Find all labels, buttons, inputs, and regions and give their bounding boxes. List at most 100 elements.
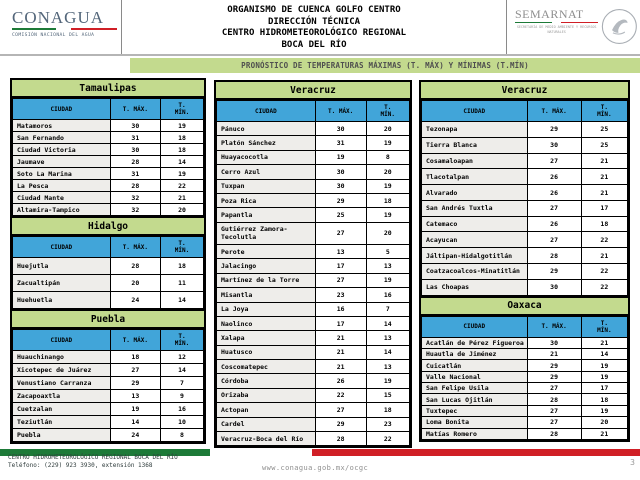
tmax-cell: 30	[526, 278, 582, 296]
temperature-table: CIUDAD T. MÁX. T. MÍN. Huejutla 28 18 Zacualti…	[12, 236, 205, 309]
city-cell: San Felipe Usila	[421, 382, 528, 395]
tmin-cell: 20	[365, 120, 411, 137]
tmin-cell: 21	[580, 168, 629, 186]
city-cell: Las Choapas	[421, 278, 528, 296]
city-cell: Soto La Marina	[12, 167, 111, 180]
tmin-cell: 16	[159, 402, 205, 416]
column-header: T. MÍN.	[365, 100, 411, 122]
city-cell: Acatlán de Pérez Figueroa	[421, 336, 528, 349]
tmin-cell: 13	[365, 358, 411, 375]
table-row: Cerro Azul 30 20	[216, 164, 411, 180]
org-title-block: ORGANISMO DE CUENCA GOLFO CENTRO DIRECCI…	[122, 0, 506, 54]
temperature-table: CIUDAD T. MÁX. T. MÍN. Acatlán de Pérez Fig…	[421, 315, 629, 440]
city-cell: Venustiano Carranza	[12, 376, 111, 390]
tmin-cell: 22	[365, 430, 411, 447]
city-cell: Papantla	[216, 207, 316, 223]
tmin-cell: 18	[365, 402, 411, 418]
table-row: Cardel 29 23	[216, 416, 411, 432]
column-header: T. MÍN.	[580, 315, 629, 338]
tmax-cell: 26	[526, 168, 582, 186]
conagua-flag-underline	[12, 28, 117, 30]
tmax-cell: 29	[526, 121, 582, 138]
temperature-table: CIUDAD T. MÁX. T. MÍN. Matamoros 30 19 San Fer…	[12, 98, 205, 216]
flag-red-segment	[560, 22, 599, 23]
table-row: Platón Sánchez 31 19	[216, 135, 411, 151]
tmin-cell: 14	[159, 363, 205, 377]
tmin-cell: 19	[580, 359, 629, 372]
footer-green-stripe	[0, 449, 210, 456]
tmax-cell: 24	[109, 428, 161, 442]
org-line-3: CENTRO HIDROMETEOROLÓGICO REGIONAL	[221, 28, 407, 38]
city-cell: Platón Sánchez	[216, 135, 316, 151]
page-number: 3	[630, 458, 635, 467]
column-header: CIUDAD	[12, 236, 111, 258]
page-header: CONAGUA COMISIÓN NACIONAL DEL AGUA ORGAN…	[0, 0, 640, 54]
tmin-cell: 19	[365, 135, 411, 151]
state-header: Oaxaca	[421, 297, 628, 316]
table-row: Huatusco 21 14	[216, 344, 411, 361]
column-header-row: CIUDAD T. MÁX. T. MÍN.	[216, 100, 411, 122]
tmin-cell: 5	[365, 243, 411, 260]
tables-column-right: Veracruz CIUDAD T. MÁX. T. MÍN. Tezonapa 29 25…	[419, 80, 630, 442]
tmin-cell: 13	[365, 330, 411, 346]
state-header: Veracruz	[421, 82, 628, 100]
tmax-cell: 28	[109, 257, 161, 275]
flag-white-segment	[56, 28, 71, 30]
table-row: Tierra Blanca 30 25	[421, 136, 629, 154]
forecast-banner: PRONÓSTICO DE TEMPERATURAS MÁXIMAS (T. M…	[130, 58, 640, 73]
tmax-cell: 32	[109, 203, 161, 216]
tmin-cell: 19	[159, 119, 205, 132]
city-cell: Cardel	[216, 416, 316, 432]
tmin-cell: 11	[159, 274, 205, 292]
city-cell: Misantla	[216, 287, 316, 303]
city-cell: Teziutlán	[12, 415, 111, 429]
temperature-table: CIUDAD T. MÁX. T. MÍN. Pánuco 30 20 Platón Sán…	[216, 100, 411, 447]
tmax-cell: 18	[109, 350, 161, 364]
tmax-cell: 27	[526, 231, 582, 249]
column-header: CIUDAD	[12, 329, 111, 351]
column-header: CIUDAD	[421, 315, 528, 338]
table-row: Cuetzalan 19 16	[12, 402, 205, 416]
tmax-cell: 25	[314, 207, 367, 223]
tmin-cell: 18	[365, 192, 411, 209]
tmax-cell: 30	[314, 164, 367, 180]
footer-url[interactable]: www.conagua.gob.mx/ocgc	[262, 464, 369, 472]
flag-red-segment	[70, 28, 117, 30]
tmin-cell: 13	[365, 258, 411, 274]
column-header-row: CIUDAD T. MÁX. T. MÍN.	[12, 98, 205, 120]
table-row: Catemaco 26 18	[421, 215, 629, 233]
tmin-cell: 7	[159, 376, 205, 390]
table-row: Zacapoaxtla 13 9	[12, 389, 205, 403]
state-header: Hidalgo	[12, 218, 204, 236]
state-section: Hidalgo CIUDAD T. MÁX. T. MÍN. Huejutla 28 18 Z…	[10, 216, 206, 311]
column-header: CIUDAD	[216, 100, 316, 122]
tmax-cell: 29	[314, 416, 367, 432]
city-cell: La Pesca	[12, 179, 111, 192]
table-row: Tuxpan 30 19	[216, 178, 411, 194]
city-cell: Orizaba	[216, 387, 316, 404]
column-header: CIUDAD	[421, 100, 528, 122]
city-cell: Ciudad Victoria	[12, 143, 111, 156]
tables-column-middle: Veracruz CIUDAD T. MÁX. T. MÍN. Pánuco 30 20 Pl…	[214, 80, 412, 449]
tmin-cell: 25	[580, 121, 629, 138]
tmin-cell: 8	[159, 428, 205, 442]
tmin-cell: 20	[580, 416, 629, 429]
table-row: Poza Rica 29 18	[216, 192, 411, 209]
mexico-eagle-seal-icon	[602, 8, 638, 45]
tmin-cell: 20	[159, 203, 205, 216]
org-line-2: DIRECCIÓN TÉCNICA	[267, 16, 361, 27]
table-row: Córdoba 26 19	[216, 373, 411, 389]
city-cell: Tezonapa	[421, 121, 528, 138]
column-header: T. MÁX.	[526, 315, 582, 338]
column-header: T. MÁX.	[109, 329, 161, 351]
semarnat-subtitle: SECRETARÍA DE MEDIO AMBIENTE Y RECURSOS …	[516, 25, 597, 34]
column-header: T. MÁX.	[314, 100, 367, 122]
table-row: Soto La Marina 31 19	[12, 167, 205, 180]
city-cell: San Andrés Tuxtla	[421, 199, 528, 217]
table-row: Puebla 24 8	[12, 428, 205, 442]
flag-green-segment	[12, 28, 57, 30]
tmin-cell: 9	[159, 389, 205, 403]
table-row: Orizaba 22 15	[216, 387, 411, 404]
city-cell: Coscomatepec	[216, 358, 316, 375]
